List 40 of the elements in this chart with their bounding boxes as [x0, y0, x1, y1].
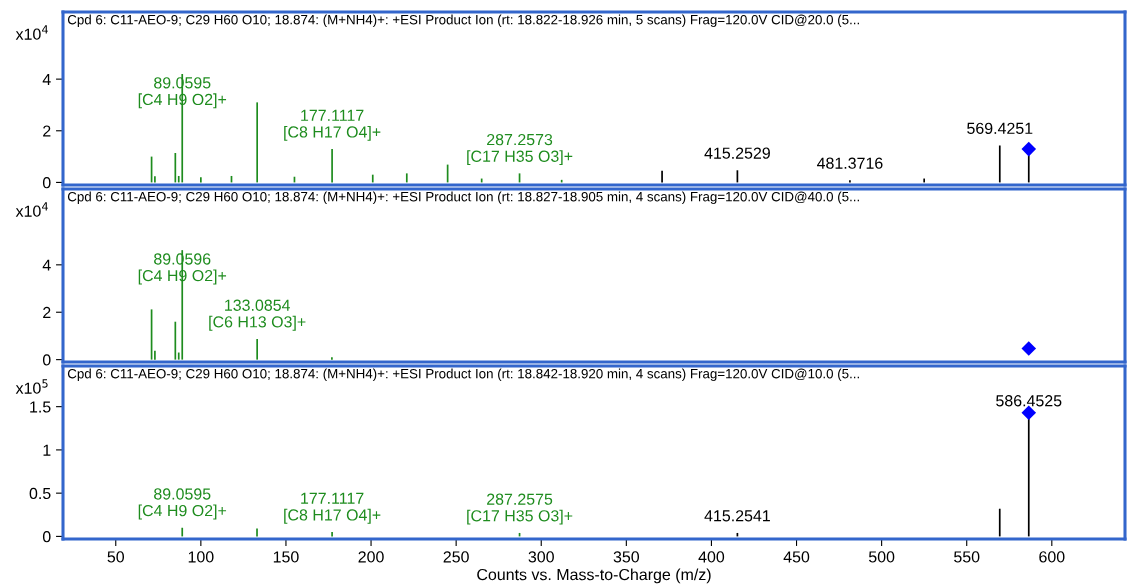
y-tick-label: 4 [42, 259, 51, 271]
x-tick-label: 300 [528, 551, 554, 563]
y-tick-label: 2 [43, 306, 51, 319]
y-tick-label: 1.5 [30, 401, 51, 413]
y-tick-label: 1 [43, 444, 51, 456]
chart-title: Cpd 6: C11-AEO-9; C29 H60 O10; 18.874: (M+NH4)+: +ESI Product Ion (rt: 18.842-18.920 min, 4 scans) Frag=120.0V CID@10.0 (5... [67, 368, 859, 382]
text: x10$^{5}$ [15, 379, 48, 394]
text: x10$^{4}$ [15, 202, 48, 217]
annotation: 415.2529 [704, 147, 770, 159]
chart-title: Cpd 6: C11-AEO-9; C29 H60 O10; 18.874: (M+NH4)+: +ESI Product Ion (rt: 18.822-18.926 min, 5 scans) Frag=120.0V CID@20.0 (5... [67, 14, 859, 28]
x-tick-label: 50 [107, 551, 125, 563]
x-axis-title: Counts vs. Mass-to-Charge (m/z) [477, 568, 711, 584]
y-tick-label: 0 [42, 177, 51, 189]
annotation: 415.2541 [704, 510, 770, 522]
annotation: 133.0854 [C6 H13 O3]+ [209, 299, 306, 331]
x-tick-label: 250 [443, 551, 469, 563]
x-tick-label: 350 [613, 551, 640, 563]
annotation: 586.4525 [996, 395, 1062, 407]
x-tick-label: 150 [273, 551, 299, 563]
chart-title: Cpd 6: C11-AEO-9; C29 H60 O10; 18.874: (M+NH4)+: +ESI Product Ion (rt: 18.827-18.905 min, 4 scans) Frag=120.0V CID@40.0 (5... [67, 191, 859, 205]
annotation: 569.4251 [967, 122, 1033, 134]
annotation: 287.2575 [C17 H35 O3]+ [467, 493, 573, 525]
annotation: 177.1117 [C8 H17 O4]+ [284, 109, 381, 141]
text: x10$^{4}$ [15, 25, 48, 40]
y-tick-label: 0.5 [29, 487, 51, 500]
y-tick-label: 4 [42, 73, 51, 85]
x-tick-label: 200 [358, 551, 384, 563]
annotation: 177.1117 [C8 H17 O4]+ [284, 492, 381, 524]
y-tick-label: 2 [43, 125, 51, 137]
annotation: 89.0595 [C4 H9 O2]+ [138, 488, 227, 520]
y-tick-label: 0 [42, 531, 51, 543]
x-tick-label: 400 [698, 551, 725, 563]
x-tick-label: 100 [188, 551, 214, 563]
annotation: 287.2573 [C17 H35 O3]+ [467, 133, 573, 166]
y-tick-label: 0 [42, 354, 51, 366]
x-tick-label: 600 [1039, 551, 1065, 563]
x-tick-label: 550 [954, 551, 980, 563]
x-tick-label: 500 [868, 551, 895, 563]
annotation: 481.3716 [816, 157, 883, 169]
x-tick-label: 450 [783, 551, 810, 563]
